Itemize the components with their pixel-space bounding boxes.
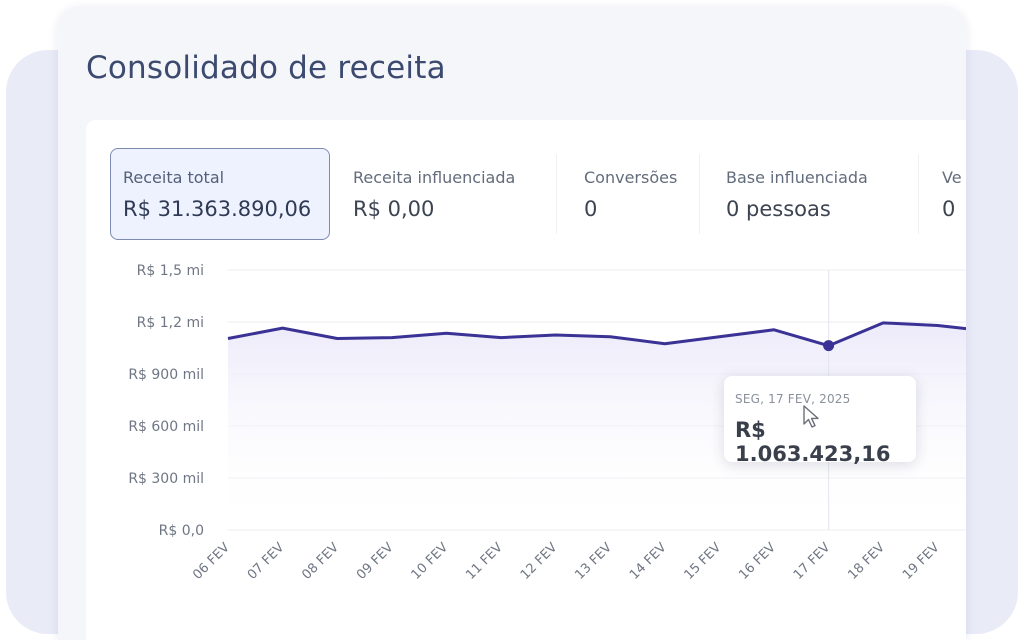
x-tick-label: 11 FEV bbox=[463, 540, 506, 583]
y-tick-label: R$ 600 mil bbox=[128, 419, 204, 435]
metric-value: R$ 31.363.890,06 bbox=[123, 197, 312, 221]
series-area bbox=[228, 322, 966, 530]
page-title: Consolidado de receita bbox=[86, 50, 446, 86]
metric-divider bbox=[556, 154, 557, 234]
metric-divider bbox=[699, 154, 700, 234]
y-tick-label: R$ 300 mil bbox=[128, 471, 204, 487]
metric-value: 0 bbox=[584, 197, 598, 221]
metric-value: 0 bbox=[942, 197, 956, 221]
series-line bbox=[227, 321, 966, 348]
x-tick-label: 10 FEV bbox=[409, 540, 452, 583]
metric-partial[interactable]: Ve 0 bbox=[929, 148, 966, 240]
x-tick-label: 15 FEV bbox=[682, 540, 725, 583]
x-tick-label: 13 FEV bbox=[572, 540, 615, 583]
y-tick-label: R$ 900 mil bbox=[128, 367, 204, 383]
x-tick-label: 14 FEV bbox=[627, 540, 670, 583]
y-tick-label: R$ 1,2 mi bbox=[137, 315, 204, 331]
x-tick-label: 12 FEV bbox=[518, 540, 561, 583]
tooltip-value: R$ 1.063.423,16 bbox=[735, 418, 891, 466]
x-tick-label: 17 FEV bbox=[791, 540, 834, 583]
x-tick-label: 16 FEV bbox=[736, 540, 779, 583]
metric-receita-total[interactable]: Receita total R$ 31.363.890,06 bbox=[110, 148, 330, 240]
metric-conversoes[interactable]: Conversões 0 bbox=[571, 148, 699, 240]
metric-value: 0 pessoas bbox=[726, 197, 831, 221]
x-tick-label: 19 FEV bbox=[900, 540, 943, 583]
mouse-pointer-icon bbox=[803, 405, 819, 428]
revenue-card: Consolidado de receita Receita total R$ … bbox=[58, 6, 966, 640]
x-tick-label: 09 FEV bbox=[354, 540, 397, 583]
revenue-panel: Receita total R$ 31.363.890,06 Receita i… bbox=[86, 120, 966, 640]
x-tick-label: 07 FEV bbox=[245, 540, 288, 583]
highlight-point[interactable] bbox=[823, 340, 835, 352]
metric-label: Ve bbox=[942, 168, 962, 187]
metric-receita-influenciada[interactable]: Receita influenciada R$ 0,00 bbox=[340, 148, 556, 240]
y-tick-label: R$ 0,0 bbox=[159, 523, 204, 539]
metric-label: Receita influenciada bbox=[353, 168, 516, 187]
tooltip-date: SEG, 17 FEV, 2025 bbox=[735, 392, 851, 406]
metric-label: Base influenciada bbox=[726, 168, 868, 187]
chart-tooltip: SEG, 17 FEV, 2025 R$ 1.063.423,16 bbox=[724, 376, 916, 466]
metric-label: Receita total bbox=[123, 168, 225, 187]
revenue-line-chart[interactable]: R$ 0,0 R$ 300 mil R$ 600 mil R$ 900 mil R$ 1… bbox=[86, 120, 966, 640]
x-tick-label: 18 FEV bbox=[845, 540, 888, 583]
y-tick-label: R$ 1,5 mi bbox=[137, 263, 204, 279]
metric-base-influenciada[interactable]: Base influenciada 0 pessoas bbox=[713, 148, 918, 240]
x-tick-label: 06 FEV bbox=[190, 540, 233, 583]
x-tick-label: 08 FEV bbox=[299, 540, 342, 583]
metric-divider bbox=[918, 154, 919, 234]
metric-value: R$ 0,00 bbox=[353, 197, 435, 221]
metric-label: Conversões bbox=[584, 168, 678, 187]
